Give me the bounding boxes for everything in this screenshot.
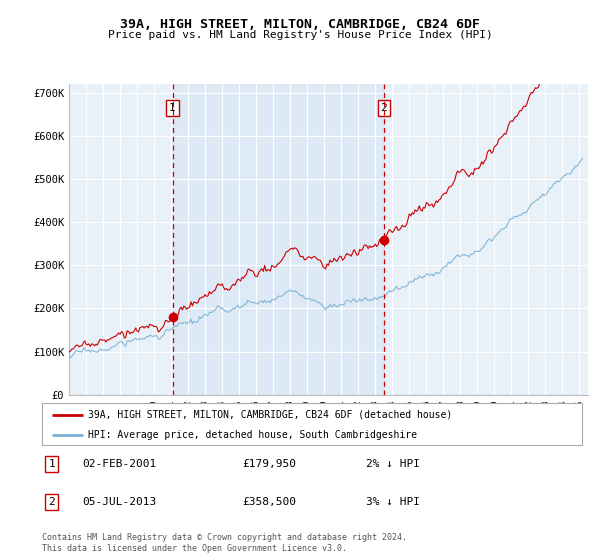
Bar [173, 84, 384, 395]
Text: £358,500: £358,500 [242, 497, 296, 507]
Text: 2: 2 [380, 102, 387, 113]
Text: 2: 2 [49, 497, 55, 507]
Text: HPI: Average price, detached house, South Cambridgeshire: HPI: Average price, detached house, Sout… [88, 430, 417, 440]
Text: Contains HM Land Registry data © Crown copyright and database right 2024.
This d: Contains HM Land Registry data © Crown c… [42, 533, 407, 553]
Text: 39A, HIGH STREET, MILTON, CAMBRIDGE, CB24 6DF: 39A, HIGH STREET, MILTON, CAMBRIDGE, CB2… [120, 18, 480, 31]
Text: 02-FEB-2001: 02-FEB-2001 [83, 459, 157, 469]
Text: 2% ↓ HPI: 2% ↓ HPI [366, 459, 420, 469]
Text: £179,950: £179,950 [242, 459, 296, 469]
Text: 1: 1 [49, 459, 55, 469]
Text: 05-JUL-2013: 05-JUL-2013 [83, 497, 157, 507]
Text: 3% ↓ HPI: 3% ↓ HPI [366, 497, 420, 507]
Text: 1: 1 [169, 102, 176, 113]
Text: 39A, HIGH STREET, MILTON, CAMBRIDGE, CB24 6DF (detached house): 39A, HIGH STREET, MILTON, CAMBRIDGE, CB2… [88, 410, 452, 420]
Text: Price paid vs. HM Land Registry's House Price Index (HPI): Price paid vs. HM Land Registry's House … [107, 30, 493, 40]
